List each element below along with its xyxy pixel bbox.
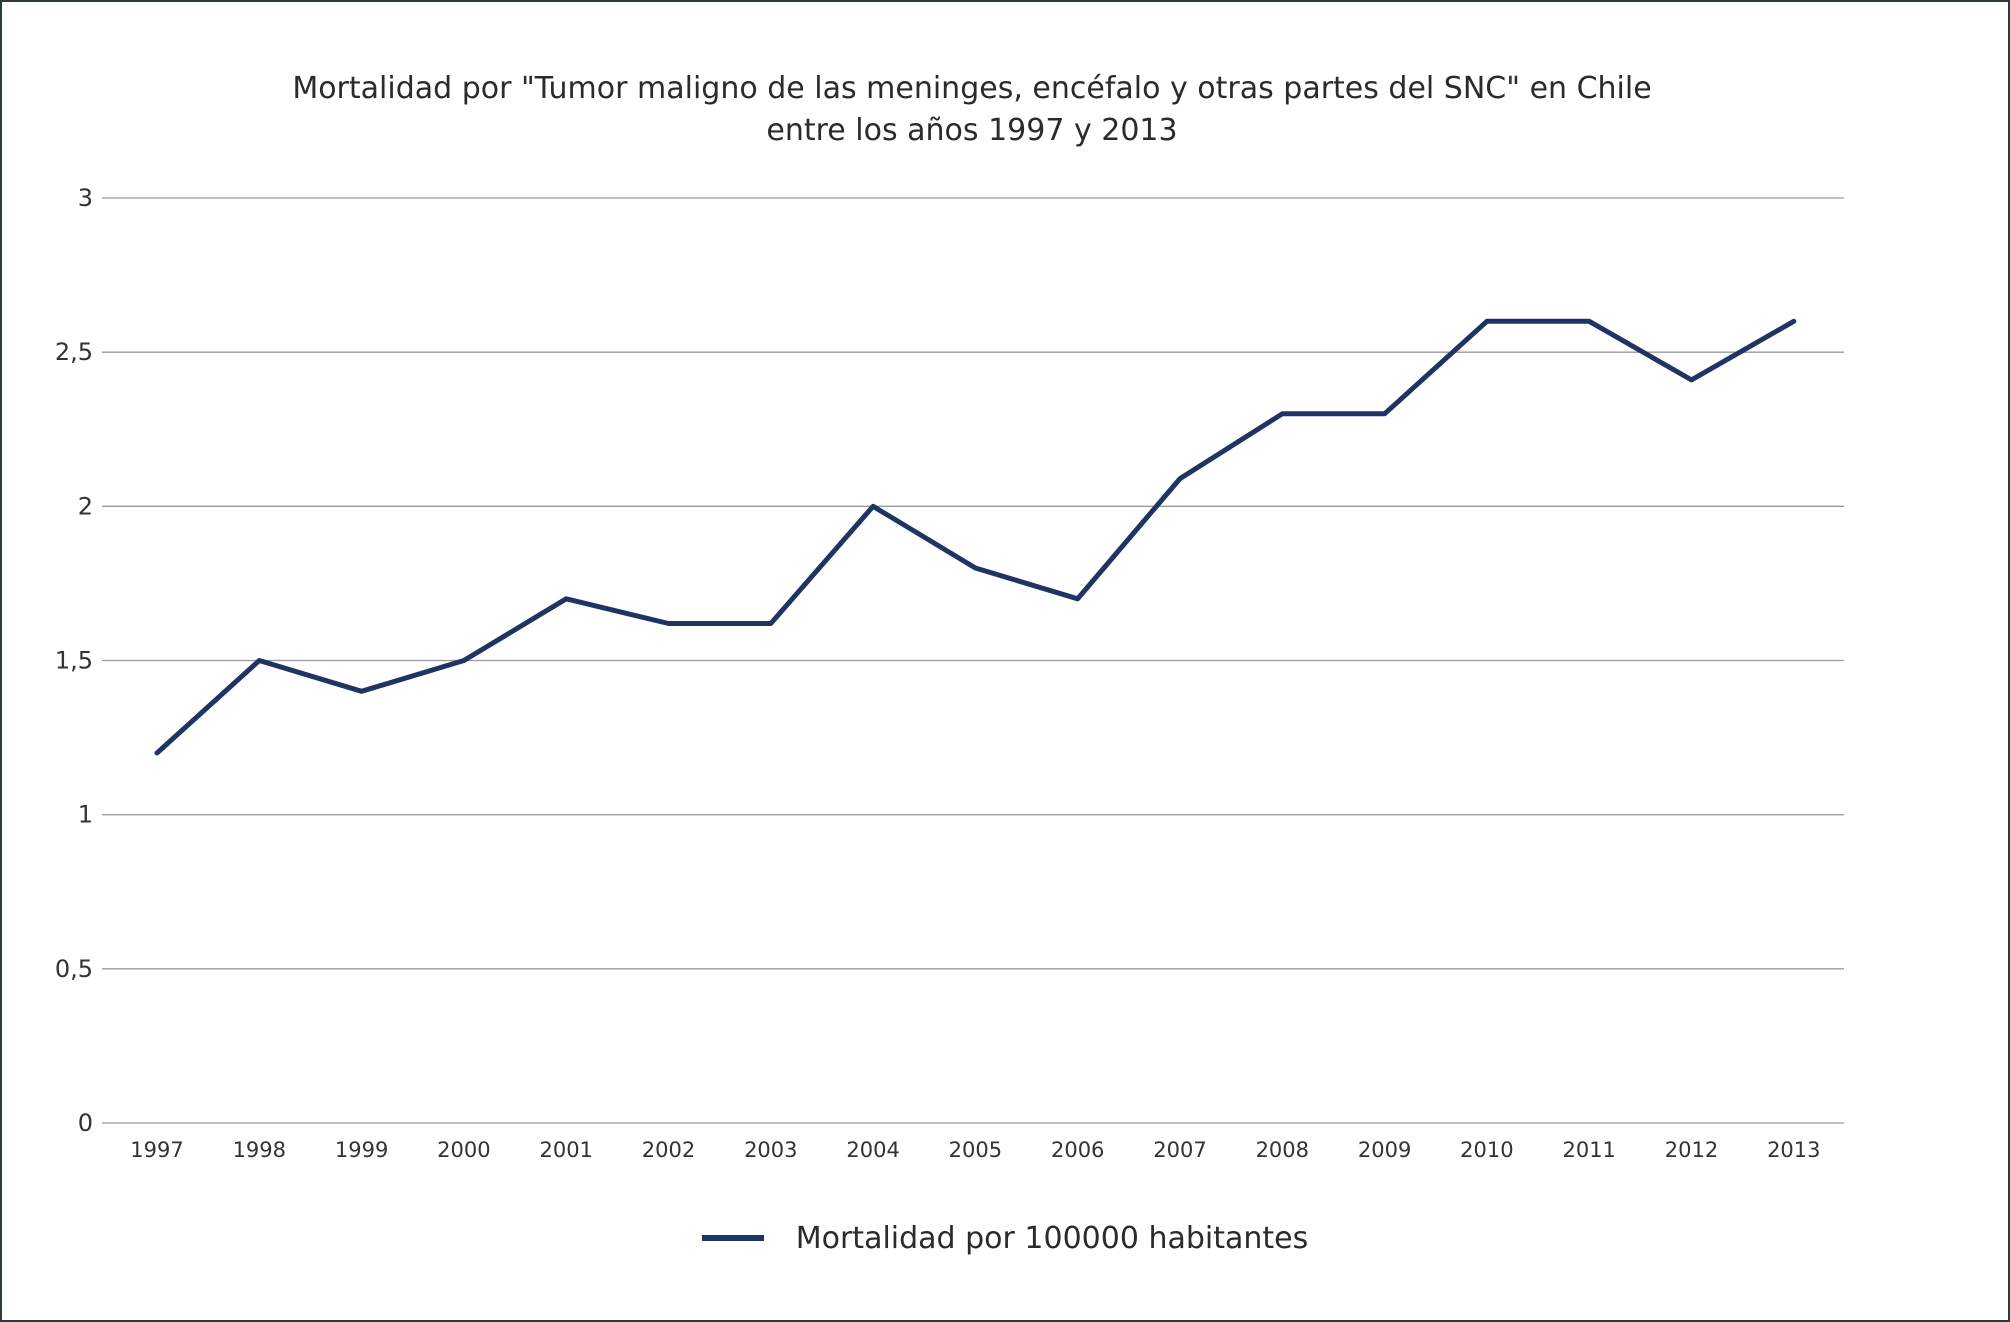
y-tick-label: 3 xyxy=(78,184,93,212)
x-tick-label: 2013 xyxy=(1767,1138,1820,1162)
x-tick-label: 2005 xyxy=(949,1138,1002,1162)
legend-label: Mortalidad por 100000 habitantes xyxy=(795,1220,1309,1256)
x-tick-label: 2002 xyxy=(642,1138,695,1162)
y-tick-label: 0 xyxy=(78,1109,93,1137)
y-tick-label: 2 xyxy=(78,492,93,520)
chart-title-line-1: Mortalidad por "Tumor maligno de las men… xyxy=(292,71,1652,106)
y-axis-ticks: 0 0,5 1 1,5 2 2,5 3 xyxy=(55,184,93,1137)
x-tick-label: 1999 xyxy=(335,1138,388,1162)
x-tick-label: 2007 xyxy=(1153,1138,1206,1162)
series-line-0 xyxy=(154,318,1797,756)
x-axis-ticks: 1997 1998 1999 2000 2001 2002 2003 2004 2005 2006… xyxy=(130,1138,1820,1162)
legend-swatch xyxy=(701,1235,764,1241)
chart-subtitle: entre los años 1997 y 2013 xyxy=(766,113,1178,148)
x-tick-label: 1998 xyxy=(233,1138,286,1162)
y-tick-label: 1,5 xyxy=(55,647,93,675)
y-tick-label: 2,5 xyxy=(55,338,93,366)
gridlines xyxy=(102,197,1844,1124)
x-tick-label: 1997 xyxy=(130,1138,183,1162)
x-tick-label: 2009 xyxy=(1358,1138,1411,1162)
x-tick-label: 2001 xyxy=(539,1138,592,1162)
x-tick-label: 2006 xyxy=(1051,1138,1104,1162)
x-tick-label: 2004 xyxy=(846,1138,899,1162)
y-tick-label: 0,5 xyxy=(55,955,93,983)
x-tick-label: 2000 xyxy=(437,1138,490,1162)
x-tick-label: 2012 xyxy=(1665,1138,1718,1162)
x-tick-label: 2003 xyxy=(744,1138,797,1162)
legend: Mortalidad por 100000 habitantes xyxy=(2,1216,2008,1260)
x-tick-label: 2008 xyxy=(1256,1138,1309,1162)
x-tick-label: 2010 xyxy=(1460,1138,1513,1162)
chart-title: Mortalidad por "Tumor maligno de las men… xyxy=(2,68,1942,152)
series-layer xyxy=(154,318,1797,756)
y-tick-label: 1 xyxy=(78,801,93,829)
x-tick-label: 2011 xyxy=(1562,1138,1615,1162)
